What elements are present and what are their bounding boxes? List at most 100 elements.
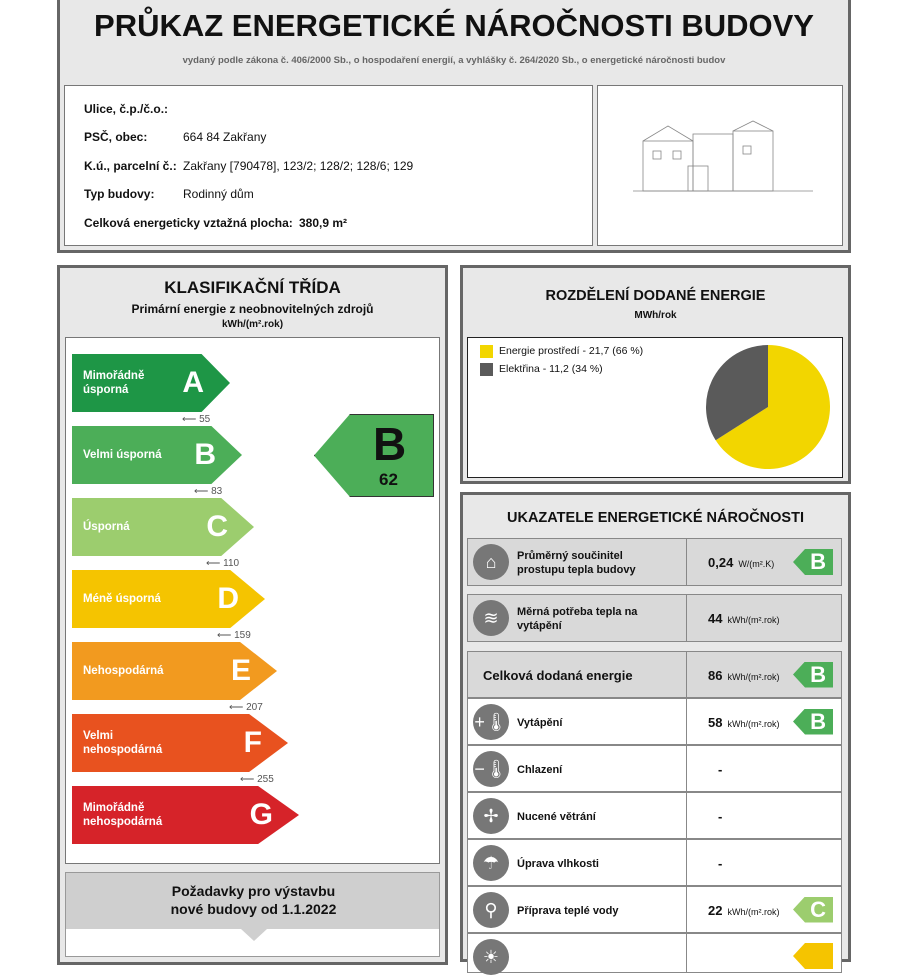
class-letter: B bbox=[194, 438, 216, 471]
legend-label: Elektřina - 11,2 (34 %) bbox=[499, 363, 603, 375]
pie-slice bbox=[706, 345, 768, 441]
indicator-value: 0,24 W/(m².K) bbox=[708, 555, 774, 570]
street-label: Ulice, č.p./č.o.: bbox=[84, 102, 169, 116]
indicator-label: Příprava teplé vody bbox=[517, 904, 619, 917]
value-number: - bbox=[718, 761, 723, 777]
requirements-title: Požadavky pro výstavbu nové budovy od 1.… bbox=[170, 883, 337, 917]
indicators-title: UKAZATELE ENERGETICKÉ NÁROČNOSTI bbox=[507, 510, 804, 526]
class-badge bbox=[793, 943, 833, 969]
heating-thermometer-icon: +🌡 bbox=[473, 703, 509, 740]
distribution-unit: MWh/rok bbox=[634, 310, 677, 321]
class-threshold: ⟵ 55 bbox=[182, 414, 211, 425]
legend-swatch bbox=[480, 345, 493, 358]
classification-title: KLASIFIKAČNÍ TŘÍDA bbox=[164, 278, 341, 297]
class-name: Úsporná bbox=[83, 521, 130, 533]
indicator-label: Úprava vlhkosti bbox=[517, 857, 599, 870]
value-number: - bbox=[718, 808, 723, 824]
indicator-label: Průměrný součinitel prostupu tepla budov… bbox=[517, 550, 636, 576]
building-info: Ulice, č.p./č.o.: PSČ, obec: 664 84 Zakř… bbox=[64, 85, 593, 246]
class-arrow-d: Méně úsporná D bbox=[72, 570, 265, 628]
classification-unit: kWh/(m².rok) bbox=[221, 319, 284, 330]
class-arrow-b: Velmi úsporná B bbox=[72, 426, 242, 484]
indicator-value: 58 kWh/(m².rok) bbox=[708, 715, 779, 730]
class-threshold: ⟵ 159 bbox=[217, 630, 251, 641]
classification-subtitle: Primární energie z neobnovitelných zdroj… bbox=[131, 302, 374, 316]
class-arrow-g: Mimořádně nehospodárná G bbox=[72, 786, 299, 844]
class-letter: A bbox=[182, 366, 204, 399]
class-letter: G bbox=[249, 798, 273, 831]
indicator-value: - bbox=[718, 856, 727, 871]
class-badge: B bbox=[793, 661, 833, 688]
indicator-row: −🌡 Chlazení - bbox=[467, 745, 842, 792]
class-threshold: ⟵ 83 bbox=[194, 486, 223, 497]
result-class-value: 62 bbox=[379, 470, 398, 489]
cooling-thermometer-icon: −🌡 bbox=[473, 750, 509, 787]
value-unit: kWh/(m².rok) bbox=[727, 671, 780, 682]
value-unit: kWh/(m².rok) bbox=[727, 718, 780, 729]
type-label: Typ budovy: bbox=[84, 187, 155, 201]
class-name: Mimořádně nehospodárná bbox=[83, 802, 163, 828]
indicator-label: Celková dodaná energie bbox=[483, 667, 633, 683]
indicator-label: Chlazení bbox=[517, 763, 563, 776]
area-label: Celková energeticky vztažná plocha: bbox=[84, 216, 293, 230]
indicator-row: ☀ bbox=[467, 933, 842, 975]
class-letter: D bbox=[217, 582, 239, 615]
value-unit: kWh/(m².rok) bbox=[727, 615, 780, 625]
class-arrow-e: Nehospodárná E bbox=[72, 642, 277, 700]
indicator-value: - bbox=[718, 809, 727, 824]
pointer-arrow-icon bbox=[241, 929, 267, 941]
indicator-row: ≋ Měrná potřeba tepla na vytápění 44 kWh/(m… bbox=[467, 594, 842, 642]
house-icon: ⌂ bbox=[473, 544, 509, 580]
indicator-value: 22 kWh/(m².rok) bbox=[708, 903, 779, 918]
heat-need-icon: ≋ bbox=[473, 600, 509, 636]
area-value: 380,9 m² bbox=[299, 216, 348, 230]
class-letter: F bbox=[243, 726, 262, 759]
threshold-value: 55 bbox=[199, 414, 211, 425]
class-name: Velmi úsporná bbox=[83, 449, 162, 461]
threshold-value: 83 bbox=[211, 486, 223, 497]
fan-icon: ✢ bbox=[473, 797, 509, 834]
indicator-row: ☂ Úprava vlhkosti - bbox=[467, 839, 842, 886]
threshold-value: 159 bbox=[234, 630, 251, 641]
class-threshold: ⟵ 207 bbox=[229, 702, 263, 713]
threshold-value: 110 bbox=[223, 558, 240, 569]
parcel-value: Zakřany [790478], 123/2; 128/2; 128/6; 1… bbox=[183, 159, 414, 173]
value-unit: kWh/(m².rok) bbox=[727, 906, 780, 917]
class-badge: C bbox=[793, 896, 833, 923]
threshold-value: 207 bbox=[246, 702, 263, 713]
legend-swatch bbox=[480, 363, 493, 376]
class-arrow-f: Velmi nehospodárná F bbox=[72, 714, 288, 772]
page-title: PRŮKAZ ENERGETICKÉ NÁROČNOSTI BUDOVY bbox=[94, 8, 814, 43]
class-threshold: ⟵ 110 bbox=[206, 558, 240, 569]
class-badge: B bbox=[793, 708, 833, 735]
indicator-value: 86 kWh/(m².rok) bbox=[708, 668, 779, 683]
requirements-box: Požadavky pro výstavbu nové budovy od 1.… bbox=[65, 872, 440, 957]
indicator-label: Měrná potřeba tepla na vytápění bbox=[517, 606, 638, 632]
distribution-chart: Energie prostředí - 21,7 (66 %) Elektřin… bbox=[467, 337, 843, 478]
indicator-row: ✢ Nucené větrání - bbox=[467, 792, 842, 839]
distribution-title: ROZDĚLENÍ DODANÉ ENERGIE bbox=[545, 288, 766, 304]
class-letter: E bbox=[230, 654, 251, 687]
value-number: 58 bbox=[708, 714, 723, 730]
pie-slice bbox=[715, 345, 830, 469]
class-name: Méně úsporná bbox=[83, 593, 161, 605]
value-number: - bbox=[718, 855, 723, 871]
indicator-row: +🌡 Vytápění 58 kWh/(m².rok) B bbox=[467, 698, 842, 745]
class-arrow-c: Úsporná C bbox=[72, 498, 254, 556]
class-threshold: ⟵ 255 bbox=[240, 774, 274, 785]
type-value: Rodinný dům bbox=[183, 187, 254, 201]
city-value: 664 84 Zakřany bbox=[183, 130, 267, 144]
parcel-label: K.ú., parcelní č.: bbox=[84, 159, 177, 173]
indicator-row: ⌂ Průměrný součinitel prostupu tepla budo… bbox=[467, 538, 842, 586]
indicator-row: Celková dodaná energie 86 kWh/(m².rok) B bbox=[467, 651, 842, 698]
value-unit: W/(m².K) bbox=[738, 559, 775, 569]
value-number: 44 bbox=[708, 611, 723, 626]
indicator-value: 44 kWh/(m².rok) bbox=[708, 611, 779, 626]
legend-label: Energie prostředí - 21,7 (66 %) bbox=[499, 345, 644, 357]
humidity-icon: ☂ bbox=[473, 844, 509, 881]
class-letter: C bbox=[206, 510, 228, 543]
city-label: PSČ, obec: bbox=[84, 130, 148, 144]
value-number: 86 bbox=[708, 667, 723, 683]
lighting-icon: ☀ bbox=[473, 939, 509, 975]
class-arrow-a: Mimořádně úsporná A bbox=[72, 354, 230, 412]
